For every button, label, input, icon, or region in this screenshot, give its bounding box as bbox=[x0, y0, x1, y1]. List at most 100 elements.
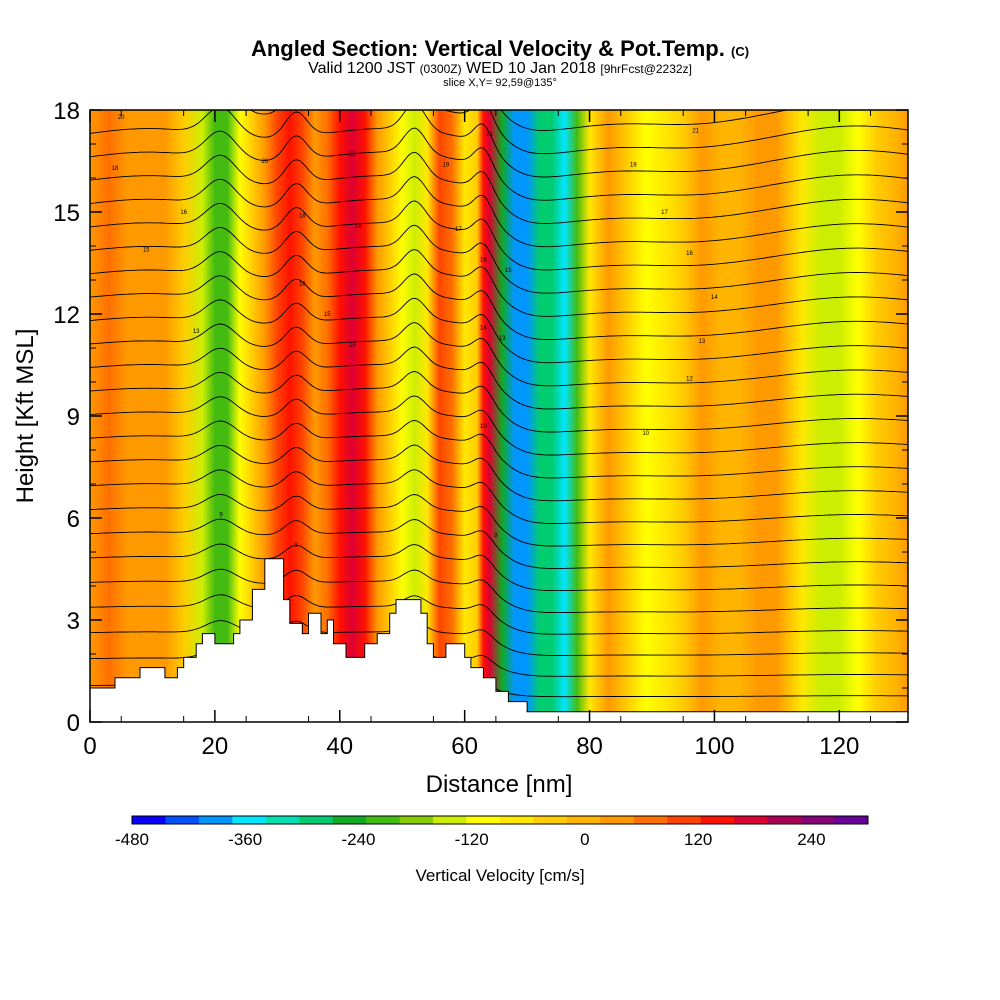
colorbar-bin-8 bbox=[399, 816, 434, 824]
contour-label-12: 18 bbox=[355, 224, 362, 230]
chart-title-mark: (C) bbox=[731, 44, 750, 59]
contour-label-21: 10 bbox=[480, 424, 487, 430]
theta-contour-10 bbox=[90, 420, 908, 479]
contour-label-0: 20 bbox=[118, 115, 125, 121]
contour-label-16: 21 bbox=[486, 132, 493, 138]
theta-contour-7 bbox=[90, 493, 908, 547]
theta-contour-2 bbox=[90, 620, 908, 656]
theta-contour-15 bbox=[90, 297, 908, 364]
theta-contour-3 bbox=[90, 594, 908, 635]
colorbar-label: Vertical Velocity [cm/s] bbox=[415, 866, 584, 885]
valid-time-utc: (0300Z) bbox=[419, 62, 462, 76]
chart-title-text: Angled Section: Vertical Velocity & Pot.… bbox=[250, 36, 725, 61]
colorbar-bin-11 bbox=[500, 816, 534, 824]
y-tick-label-1: 3 bbox=[67, 608, 80, 635]
y-tick-label-4: 12 bbox=[53, 302, 80, 329]
theta-contours bbox=[90, 110, 908, 698]
contour-label-20: 13 bbox=[499, 336, 506, 342]
colorbar-bin-14 bbox=[600, 816, 635, 824]
valid-time: Valid 1200 JST (0300Z) WED 10 Jan 2018 [… bbox=[0, 60, 1000, 78]
contour-label-17: 16 bbox=[480, 258, 487, 264]
theta-contour-12 bbox=[90, 371, 908, 433]
contour-label-4: 13 bbox=[193, 329, 200, 335]
y-axis: 0 3 6 9 12 15 18 bbox=[53, 98, 908, 737]
theta-contour-24 bbox=[90, 110, 908, 155]
theta-contour-5 bbox=[90, 543, 908, 592]
colorbar-bin-3 bbox=[232, 816, 267, 824]
colorbar-tick-6: 240 bbox=[797, 830, 825, 849]
colorbar-bin-6 bbox=[332, 816, 367, 824]
colorbar-bin-15 bbox=[633, 816, 668, 824]
valid-time-date: WED 10 Jan 2018 bbox=[466, 60, 596, 77]
contour-label-28: 13 bbox=[699, 339, 706, 345]
x-tick-label-2: 40 bbox=[326, 733, 353, 760]
colorbar bbox=[131, 815, 869, 825]
theta-contour-21 bbox=[90, 151, 908, 224]
contour-label-19: 14 bbox=[480, 326, 487, 332]
x-axis: 0 20 40 60 80 100 120 bbox=[83, 110, 872, 760]
theta-contour-9 bbox=[90, 444, 908, 502]
colorbar-tick-1: -360 bbox=[228, 830, 262, 849]
x-tick-label-5: 100 bbox=[694, 733, 734, 760]
colorbar-bin-13 bbox=[566, 816, 601, 824]
contour-label-11: 20 bbox=[349, 152, 356, 158]
colorbar-tick-3: -120 bbox=[455, 830, 489, 849]
contour-label-18: 15 bbox=[505, 268, 512, 274]
contour-label-23: 21 bbox=[692, 128, 699, 134]
colorbar-tick-5: 120 bbox=[684, 830, 712, 849]
theta-contour-19 bbox=[90, 200, 908, 271]
y-axis-label: Height [Kft MSL] bbox=[12, 329, 39, 504]
contour-label-29: 12 bbox=[686, 377, 693, 383]
theta-contour-20 bbox=[90, 176, 908, 248]
contour-label-3: 15 bbox=[143, 247, 150, 253]
x-axis-label: Distance [nm] bbox=[426, 771, 573, 798]
colorbar-bin-5 bbox=[299, 816, 334, 824]
contour-label-8: 16 bbox=[299, 281, 306, 287]
x-tick-label-6: 120 bbox=[819, 733, 859, 760]
y-tick-label-6: 18 bbox=[53, 98, 80, 125]
colorbar-bin-0 bbox=[132, 816, 166, 824]
theta-contour-22 bbox=[90, 127, 908, 201]
contour-label-9: 15 bbox=[324, 312, 331, 318]
contour-label-7: 18 bbox=[299, 213, 306, 219]
colorbar-tick-2: -240 bbox=[341, 830, 375, 849]
contour-label-2: 16 bbox=[180, 210, 187, 216]
contour-label-14: 19 bbox=[443, 162, 450, 168]
colorbar-bin-7 bbox=[366, 816, 401, 824]
colorbar-frame bbox=[131, 815, 869, 825]
colorbar-bin-18 bbox=[734, 816, 769, 824]
y-tick-label-0: 0 bbox=[67, 710, 80, 737]
theta-contour-4 bbox=[90, 568, 908, 614]
contour-label-22: 9 bbox=[494, 533, 498, 539]
colorbar-bin-20 bbox=[801, 816, 835, 824]
colorbar-bin-16 bbox=[667, 816, 702, 824]
y-tick-label-3: 9 bbox=[67, 404, 80, 431]
x-tick-label-3: 60 bbox=[451, 733, 478, 760]
x-tick-label-1: 20 bbox=[202, 733, 229, 760]
colorbar-ticks: -480 -360 -240 -120 0 120 240 bbox=[115, 830, 826, 849]
x-tick-label-4: 80 bbox=[576, 733, 603, 760]
chart-title: Angled Section: Vertical Velocity & Pot.… bbox=[0, 36, 1000, 62]
slice-info: slice X,Y= 92,59@135° bbox=[443, 77, 557, 89]
contour-label-6: 20 bbox=[261, 159, 268, 165]
terrain bbox=[89, 558, 909, 723]
colorbar-bin-10 bbox=[466, 816, 501, 824]
contour-label-10: 13 bbox=[349, 343, 356, 349]
forecast-info: [9hrFcst@2232z] bbox=[600, 62, 692, 76]
contour-label-25: 17 bbox=[661, 210, 668, 216]
contour-label-27: 14 bbox=[711, 295, 718, 301]
colorbar-bin-9 bbox=[433, 816, 467, 824]
contour-label-26: 16 bbox=[686, 251, 693, 257]
colorbar-bin-17 bbox=[700, 816, 735, 824]
theta-contour-13 bbox=[90, 346, 908, 410]
colorbar-bin-12 bbox=[533, 816, 568, 824]
colorbar-bin-21 bbox=[834, 816, 869, 824]
contour-label-1: 18 bbox=[112, 166, 119, 172]
contour-label-30: 10 bbox=[642, 431, 649, 437]
contour-label-15: 17 bbox=[455, 227, 462, 233]
colorbar-bin-1 bbox=[165, 816, 200, 824]
theta-contour-25 bbox=[500, 110, 789, 131]
contour-label-5: 9 bbox=[219, 513, 223, 519]
y-tick-label-2: 6 bbox=[67, 506, 80, 533]
